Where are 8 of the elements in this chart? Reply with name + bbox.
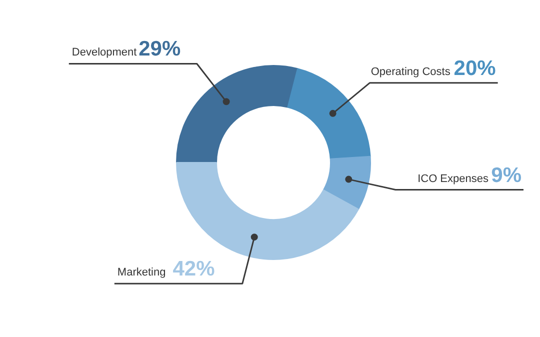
slice-label: Development bbox=[72, 46, 137, 59]
slice-label: ICO Expenses bbox=[418, 172, 489, 185]
data-label: 29% bbox=[138, 38, 181, 61]
slice-label: Marketing bbox=[117, 266, 166, 279]
data-label: 9% bbox=[491, 164, 522, 187]
data-label: 20% bbox=[454, 56, 496, 80]
slice-label: Operating Costs bbox=[370, 66, 451, 78]
data-label: 42% bbox=[172, 258, 216, 281]
